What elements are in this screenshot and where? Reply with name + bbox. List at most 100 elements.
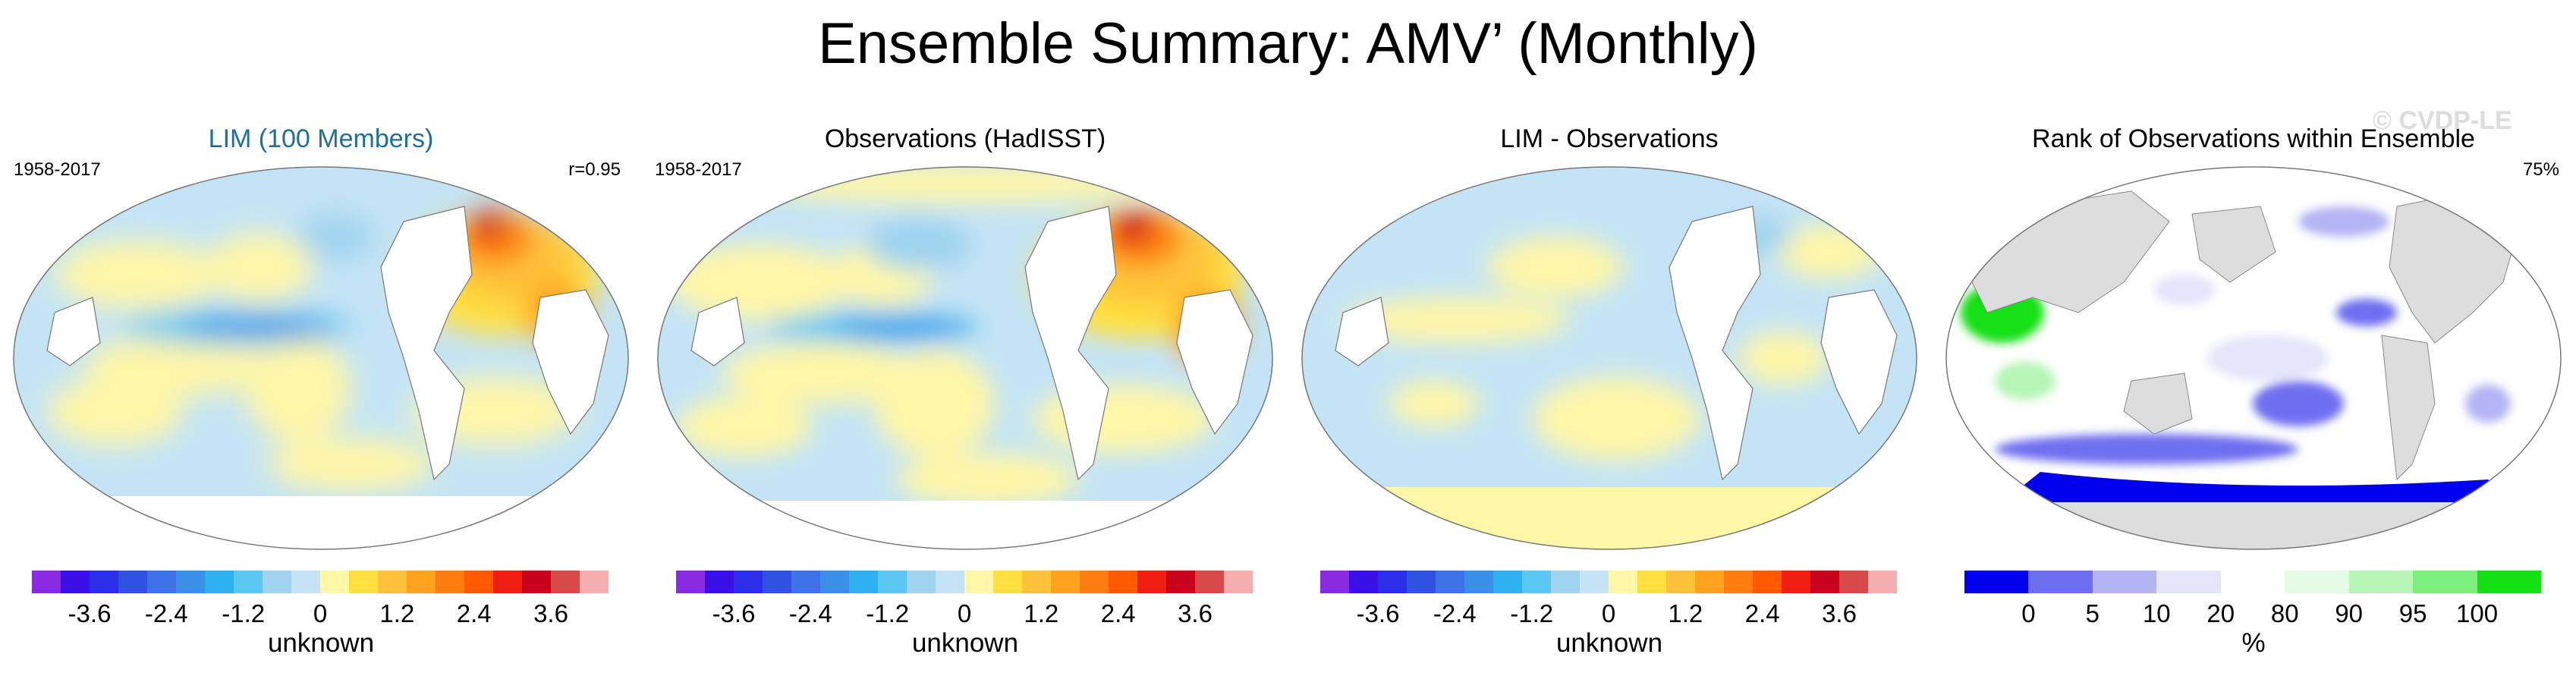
colorbar-swatch xyxy=(734,571,763,593)
colorbar-tick: 1.2 xyxy=(379,599,415,627)
panel-lim: LIM (100 Members) 1958-2017 r=0.95 xyxy=(0,114,642,676)
colorbar-tick: 0 xyxy=(2021,599,2036,627)
colorbar-swatch xyxy=(2477,571,2541,593)
colorbar-tick: -2.4 xyxy=(144,599,188,627)
colorbar-swatch xyxy=(1195,571,1224,593)
colorbar-swatch xyxy=(1022,571,1051,593)
colorbar-tick: -2.4 xyxy=(788,599,832,627)
colorbar-swatch xyxy=(32,571,61,593)
colorbar-swatch xyxy=(1464,571,1493,593)
period-label: 1958-2017 xyxy=(655,159,742,180)
colorbar-tick: 20 xyxy=(2206,599,2235,627)
panel-title: Rank of Observations within Ensemble xyxy=(2032,124,2475,153)
colorbar-swatch xyxy=(1080,571,1109,593)
colorbar-unit: unknown xyxy=(911,628,1019,658)
colorbar xyxy=(1964,571,2541,593)
colorbar xyxy=(676,571,1253,593)
colorbar-swatch xyxy=(2220,571,2285,593)
colorbar-unit: % xyxy=(2241,628,2266,658)
colorbar-swatch xyxy=(407,571,436,593)
rank-percent-label: 75% xyxy=(2522,159,2559,180)
colorbar-swatch xyxy=(1109,571,1137,593)
panel-difference: LIM - Observations -3.6 -2.4 xyxy=(1288,114,1930,676)
colorbar-swatch xyxy=(878,571,907,593)
colorbar-tick: 2.4 xyxy=(1100,599,1136,627)
colorbar-swatch xyxy=(1224,571,1253,593)
colorbar-tick: -3.6 xyxy=(1356,599,1400,627)
colorbar-ticks: -3.6 -2.4 -1.2 0 1.2 2.4 3.6 xyxy=(32,599,609,630)
colorbar-swatch xyxy=(291,571,320,593)
colorbar-swatch xyxy=(61,571,90,593)
colorbar-swatch xyxy=(320,571,349,593)
colorbar-ticks: -3.6 -2.4 -1.2 0 1.2 2.4 3.6 xyxy=(676,599,1253,630)
map-lim xyxy=(13,166,629,550)
colorbar-tick: -2.4 xyxy=(1433,599,1477,627)
map-difference xyxy=(1301,166,1917,550)
colorbar-swatch xyxy=(936,571,964,593)
map-observations xyxy=(657,166,1273,550)
colorbar-tick: -1.2 xyxy=(222,599,266,627)
colorbar-tick: -1.2 xyxy=(866,599,910,627)
colorbar-swatch xyxy=(1349,571,1378,593)
colorbar-swatch xyxy=(1782,571,1810,593)
colorbar-tick: 0 xyxy=(957,599,972,627)
colorbar-tick: 3.6 xyxy=(1822,599,1857,627)
colorbar-swatch xyxy=(791,571,820,593)
colorbar-tick: -3.6 xyxy=(712,599,756,627)
period-label: 1958-2017 xyxy=(14,159,101,180)
colorbar-swatch xyxy=(522,571,551,593)
colorbar-unit: unknown xyxy=(1555,628,1663,658)
colorbar-swatch xyxy=(436,571,464,593)
colorbar-swatch xyxy=(1320,571,1349,593)
colorbar-swatch xyxy=(1436,571,1464,593)
colorbar-swatch xyxy=(1051,571,1080,593)
panel-rank: Rank of Observations within Ensemble © C… xyxy=(1933,106,2574,676)
colorbar-tick: 95 xyxy=(2398,599,2427,627)
panel-title: Observations (HadISST) xyxy=(824,124,1106,153)
colorbar-swatch xyxy=(1810,571,1839,593)
panel-title: LIM - Observations xyxy=(1500,124,1719,153)
colorbar-swatch xyxy=(1753,571,1782,593)
colorbar xyxy=(32,571,609,593)
colorbar-tick: 80 xyxy=(2270,599,2299,627)
colorbar-tick: -1.2 xyxy=(1510,599,1554,627)
colorbar-tick: -3.6 xyxy=(68,599,112,627)
colorbar-swatch xyxy=(849,571,878,593)
panel-observations: Observations (HadISST) 1958-2017 xyxy=(644,114,1286,676)
colorbar-tick: 90 xyxy=(2335,599,2364,627)
colorbar-swatch xyxy=(705,571,734,593)
colorbar-swatch xyxy=(1137,571,1166,593)
colorbar-tick: 2.4 xyxy=(456,599,492,627)
colorbar-swatch xyxy=(1166,571,1195,593)
watermark: © CVDP-LE xyxy=(2373,106,2512,135)
colorbar-swatch xyxy=(2028,571,2093,593)
colorbar-swatch xyxy=(1551,571,1580,593)
colorbar-swatch xyxy=(1609,571,1637,593)
colorbar-tick: 100 xyxy=(2456,599,2499,627)
colorbar-swatch xyxy=(1695,571,1724,593)
colorbar-swatch xyxy=(147,571,176,593)
colorbar-swatch xyxy=(2156,571,2221,593)
colorbar-swatch xyxy=(1724,571,1753,593)
colorbar-tick: 3.6 xyxy=(533,599,568,627)
colorbar-swatch xyxy=(1522,571,1551,593)
colorbar-swatch xyxy=(2413,571,2477,593)
colorbar-swatch xyxy=(1580,571,1609,593)
colorbar-swatch xyxy=(676,571,705,593)
colorbar-swatch xyxy=(118,571,147,593)
colorbar-tick: 10 xyxy=(2142,599,2171,627)
colorbar-swatch xyxy=(2348,571,2414,593)
colorbar-swatch xyxy=(90,571,118,593)
colorbar-swatch xyxy=(2285,571,2349,593)
colorbar-tick: 1.2 xyxy=(1024,599,1059,627)
panel-title: LIM (100 Members) xyxy=(208,124,434,153)
colorbar-swatch xyxy=(580,571,609,593)
colorbar-swatch xyxy=(176,571,205,593)
colorbar-swatch xyxy=(1839,571,1868,593)
map-rank xyxy=(1945,166,2562,550)
colorbar-swatch xyxy=(763,571,791,593)
correlation-label: r=0.95 xyxy=(568,159,621,180)
colorbar-swatch xyxy=(1407,571,1436,593)
colorbar-ticks: 0 5 10 20 80 90 95 100 xyxy=(1964,599,2541,630)
colorbar-swatch xyxy=(907,571,936,593)
